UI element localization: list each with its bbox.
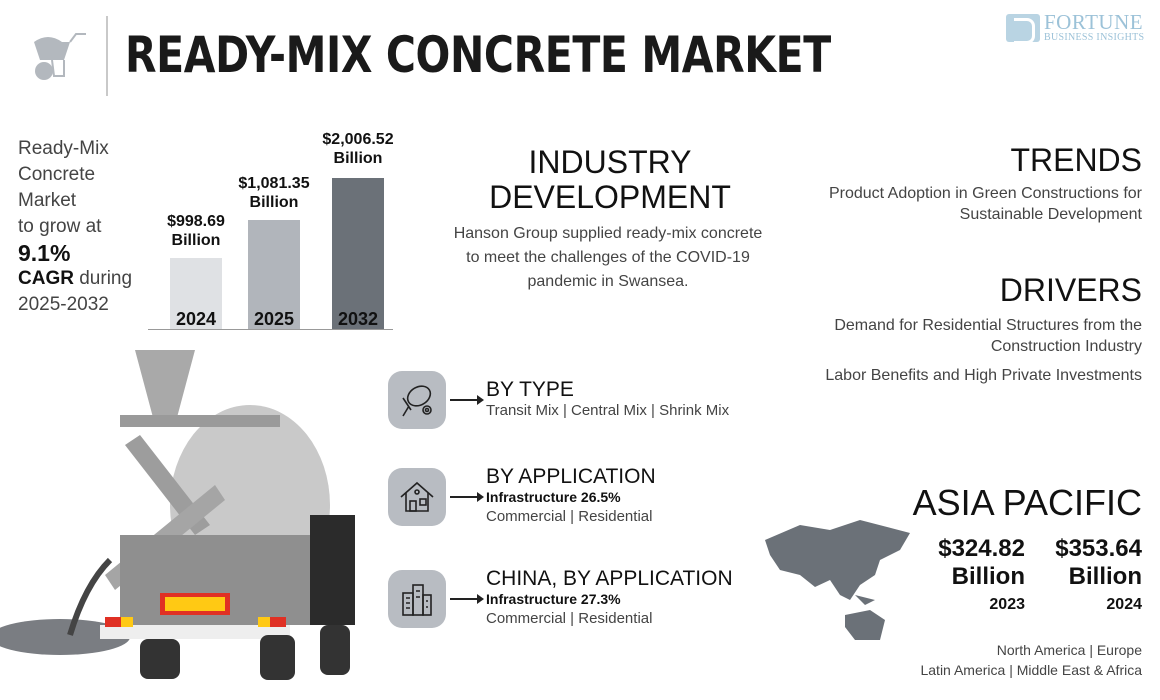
heading-line: INDUSTRY (528, 144, 692, 180)
regions-line: North America | Europe (996, 642, 1142, 658)
trends-heading: TRENDS (1010, 142, 1142, 178)
drivers-section: DRIVERS Demand for Residential Structure… (825, 272, 1142, 386)
arrow-icon (450, 395, 484, 405)
cagr-rate: 9.1% (18, 240, 71, 266)
buildings-icon (388, 569, 446, 628)
chart-axis (148, 329, 393, 330)
segment-by-application: BY APPLICATION Infrastructure 26.5% Comm… (388, 466, 656, 527)
trend-text: Product Adoption in Green Constructions … (828, 185, 1142, 202)
fortune-logo-mark-icon (1006, 13, 1040, 44)
bar-unit: Billion (333, 150, 383, 167)
bar-value: $1,081.35 (238, 175, 310, 192)
bar-year: 2032 (337, 309, 379, 329)
bar-unit: Billion (171, 232, 221, 249)
trend-text: Sustainable Development (959, 206, 1142, 223)
arrow-icon (450, 593, 484, 604)
text-line: Hanson Group supplied ready-mix concrete (453, 225, 763, 242)
region-unit: Billion (951, 563, 1025, 590)
growth-line: Market (18, 190, 77, 211)
regions-line: Latin America | Middle East & Africa (920, 662, 1142, 678)
driver-text: Labor Benefits and High Private Investme… (825, 367, 1142, 384)
bar-value: $998.69 (167, 213, 225, 230)
bar-value: $2,006.52 (322, 131, 394, 148)
driver-text: Demand for Residential Structures from t… (834, 317, 1142, 334)
region-year: 2024 (1106, 596, 1142, 613)
growth-line: to grow at (18, 216, 102, 237)
text-line: pandemic in Swansea. (527, 273, 689, 290)
house-icon (388, 467, 446, 526)
bar-year: 2024 (175, 309, 217, 329)
region-unit: Billion (1068, 563, 1142, 590)
drivers-heading: DRIVERS (999, 272, 1142, 308)
arrow-icon (450, 491, 484, 502)
forecast-period: 2025-2032 (18, 294, 109, 315)
bar-year: 2025 (253, 309, 295, 329)
segment-text: Commercial | Residential (486, 508, 653, 525)
growth-line: Concrete (18, 164, 96, 185)
region-year: 2023 (989, 596, 1025, 613)
header-divider (106, 16, 108, 96)
fortune-logo: FORTUNE BUSINESS INSIGHTS (1006, 10, 1145, 44)
segment-china-by-application: CHINA, BY APPLICATION Infrastructure 27.… (388, 568, 733, 629)
segment-highlight: Infrastructure 27.3% (486, 591, 621, 607)
segment-highlight: Infrastructure 26.5% (486, 489, 621, 505)
wheelbarrow-icon (30, 30, 90, 82)
industry-development-text: Hanson Group supplied ready-mix concrete… (430, 222, 786, 294)
segment-text: Transit Mix | Central Mix | Shrink Mix (486, 402, 730, 419)
trends-section: TRENDS Product Adoption in Green Constru… (829, 142, 1142, 225)
cagr-label: CAGR (18, 268, 74, 289)
concrete-truck-illustration (0, 335, 380, 695)
asia-pacific-heading: ASIA PACIFIC (912, 482, 1142, 523)
growth-statement: Ready-Mix Concrete Market to grow at 9.1… (18, 136, 132, 318)
segment-text: Commercial | Residential (486, 610, 653, 627)
logo-line1: FORTUNE (1044, 10, 1144, 34)
growth-line: Ready-Mix (18, 138, 109, 159)
bar-2025: $1,081.35 Billion 2025 (238, 175, 310, 330)
heading-line: DEVELOPMENT (489, 179, 731, 215)
asia-pacific-2023: $324.82 Billion 2023 (938, 535, 1025, 619)
page-title: READY-MIX CONCRETE MARKET (125, 26, 831, 84)
segment-heading: BY TYPE (486, 378, 574, 401)
bar-2032: $2,006.52 Billion 2032 (322, 131, 394, 330)
text-line: to meet the challenges of the COVID-19 (466, 249, 750, 266)
region-value: $353.64 (1055, 535, 1142, 562)
asia-pacific-map-icon (760, 515, 920, 645)
other-regions: North America | Europe Latin America | M… (920, 640, 1142, 680)
bar-unit: Billion (249, 194, 299, 211)
segment-heading: BY APPLICATION (486, 465, 656, 488)
asia-pacific-2024: $353.64 Billion 2024 (1055, 535, 1142, 619)
bar-2024: $998.69 Billion 2024 (167, 213, 225, 330)
concrete-mixer-icon (388, 371, 446, 429)
market-size-chart: $998.69 Billion 2024 $1,081.35 Billion 202… (148, 125, 394, 330)
segment-by-type: BY TYPE Transit Mix | Central Mix | Shri… (388, 371, 729, 429)
industry-development-heading: INDUSTRY DEVELOPMENT (440, 145, 780, 215)
driver-text: Construction Industry (990, 338, 1142, 355)
logo-line2: BUSINESS INSIGHTS (1044, 32, 1145, 43)
region-value: $324.82 (938, 535, 1025, 562)
growth-during: during (73, 268, 133, 289)
segment-heading: CHINA, BY APPLICATION (486, 567, 733, 590)
